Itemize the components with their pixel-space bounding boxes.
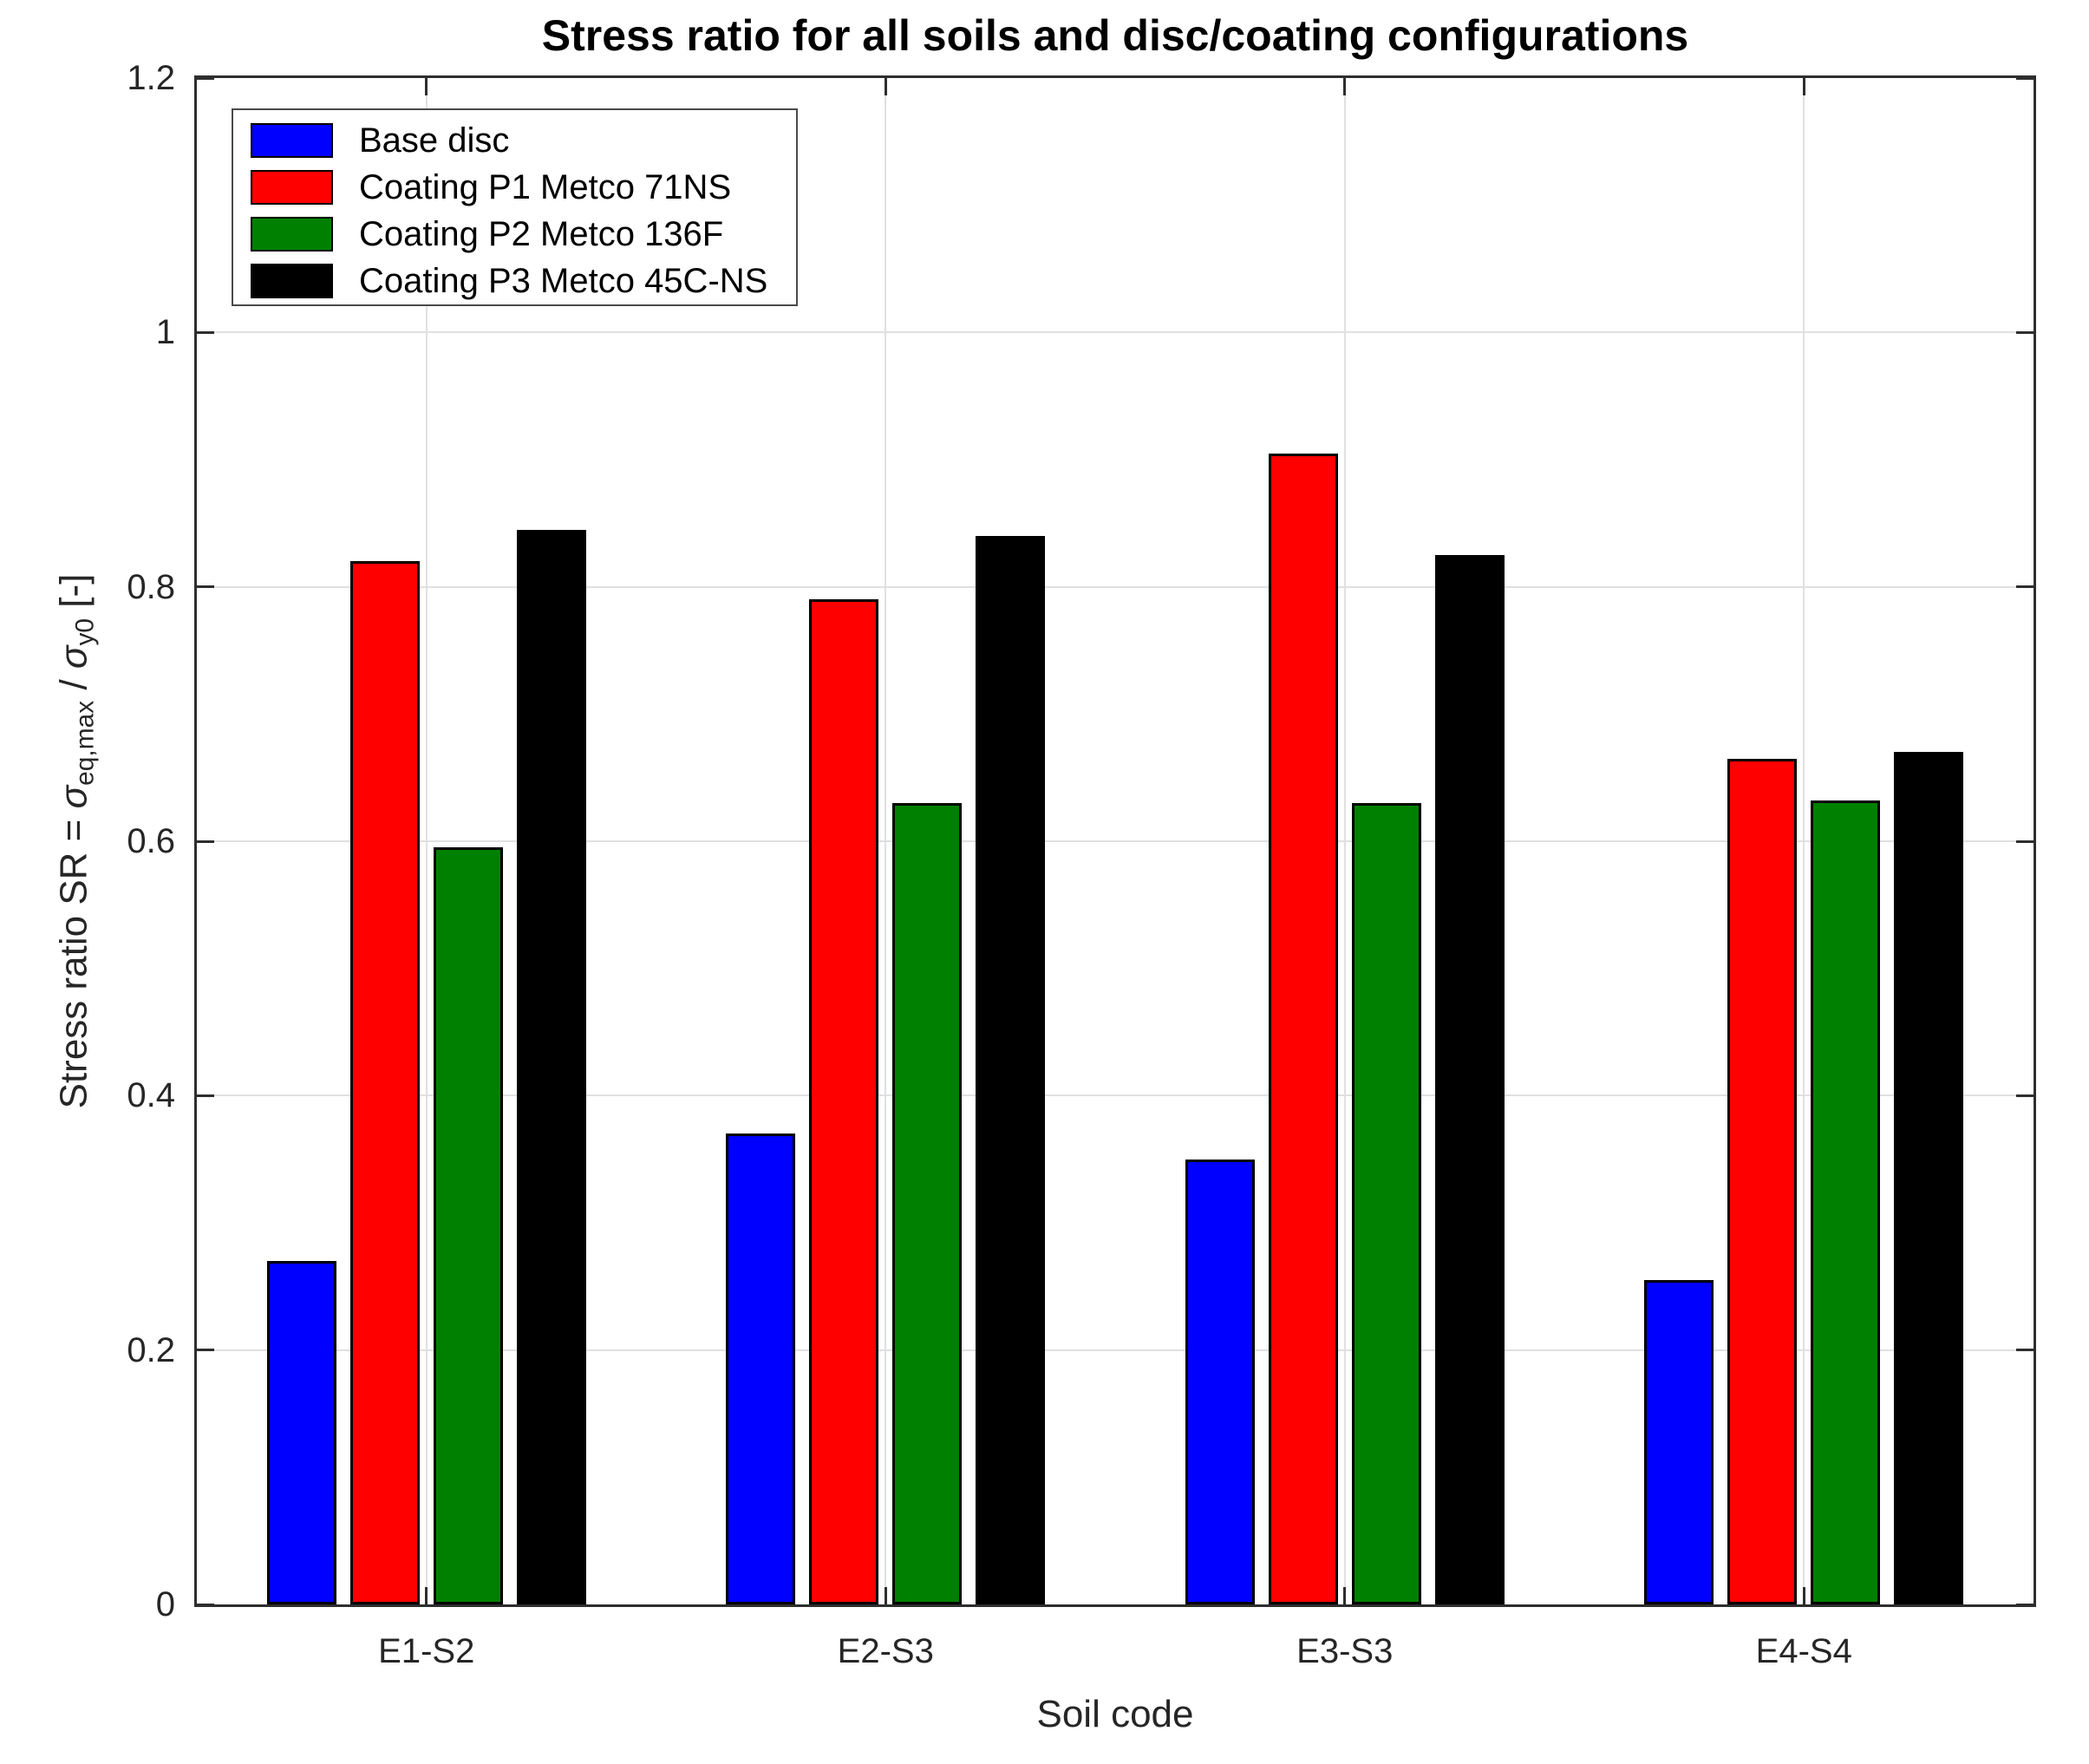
y-axis-tick (197, 76, 214, 80)
legend-items: Base disc Coating P1 Metco 71NS Coating P2… (233, 117, 796, 304)
y-axis-tick (2016, 585, 2034, 589)
chart-title: Stress ratio for all soils and disc/coat… (541, 11, 1689, 60)
y-gridline (197, 331, 2034, 334)
y-axis-label-sub-y0: y0 (70, 617, 100, 646)
legend-item-label: Coating P3 Metco 45C-NS (359, 261, 768, 300)
x-axis-tick (1343, 78, 1347, 95)
bar (976, 536, 1046, 1604)
legend-item: Coating P2 Metco 136F (233, 211, 796, 258)
bar (1185, 1159, 1255, 1604)
y-gridline (197, 585, 2034, 588)
x-gridline (1343, 78, 1346, 1604)
bar (1894, 752, 1964, 1604)
x-gridline (1803, 78, 1805, 1604)
bar (726, 1134, 796, 1604)
y-axis-tick (2016, 1603, 2034, 1606)
sigma-symbol: σ (52, 785, 95, 809)
legend-swatch (251, 170, 333, 205)
bar (1811, 800, 1881, 1604)
legend-item-label: Base disc (359, 121, 510, 160)
y-axis-label-sub-eqmax: eq,max (70, 700, 100, 786)
x-axis-tick (884, 78, 887, 95)
x-axis-tick (1802, 1587, 1805, 1604)
y-tick-label: 0.8 (127, 567, 175, 606)
legend-swatch (251, 123, 333, 158)
bar (1727, 758, 1798, 1604)
x-gridline (425, 78, 428, 1604)
x-axis-label: Soil code (1036, 1693, 1194, 1735)
y-tick-label: 0.2 (127, 1330, 175, 1369)
y-tick-label: 1 (155, 313, 175, 352)
y-axis-tick (2016, 330, 2034, 334)
y-axis-tick (197, 840, 214, 843)
x-axis-tick (884, 1587, 887, 1604)
plot-area (194, 75, 2036, 1607)
y-axis-tick (2016, 1349, 2034, 1352)
legend: Base disc Coating P1 Metco 71NS Coating P2… (232, 108, 798, 306)
x-tick-label: E3-S3 (1296, 1632, 1394, 1670)
y-gridline (197, 1349, 2034, 1351)
y-axis-tick (197, 330, 214, 334)
legend-swatch (251, 217, 333, 252)
y-axis-tick (2016, 1094, 2034, 1097)
legend-item-label: Coating P1 Metco 71NS (359, 167, 732, 206)
x-axis-tick (425, 1587, 428, 1604)
bar (892, 803, 963, 1604)
y-axis-tick (2016, 76, 2034, 80)
bar (1268, 453, 1338, 1604)
bar (516, 529, 586, 1604)
y-axis-label-divider: / (52, 669, 95, 701)
y-axis-tick (197, 585, 214, 589)
y-tick-label: 1.2 (127, 59, 175, 97)
legend-item: Base disc (233, 117, 796, 164)
y-gridline (197, 840, 2034, 842)
x-axis-tick (1802, 78, 1805, 95)
legend-item: Coating P1 Metco 71NS (233, 164, 796, 211)
y-tick-label: 0.4 (127, 1076, 175, 1115)
bar (1434, 555, 1505, 1604)
sigma-symbol: σ (52, 645, 95, 670)
y-axis-tick (2016, 840, 2034, 843)
legend-item-label: Coating P2 Metco 136F (359, 214, 724, 253)
x-gridline (885, 78, 887, 1604)
legend-item: Coating P3 Metco 45C-NS (233, 258, 796, 304)
legend-swatch (251, 264, 333, 298)
x-axis-tick (425, 78, 428, 95)
y-axis-tick (197, 1603, 214, 1606)
bar (349, 561, 420, 1604)
y-gridline (197, 1094, 2034, 1097)
y-axis-tick (197, 1094, 214, 1097)
y-axis-tick (197, 1349, 214, 1352)
x-tick-label: E4-S4 (1755, 1632, 1852, 1670)
bar (1351, 803, 1421, 1604)
x-tick-label: E1-S2 (378, 1632, 475, 1670)
bar (809, 599, 879, 1604)
bar (266, 1261, 336, 1604)
y-tick-label: 0.6 (127, 822, 175, 860)
x-tick-label: E2-S3 (837, 1632, 934, 1670)
y-tick-label: 0 (155, 1585, 175, 1624)
x-axis-tick (1343, 1587, 1347, 1604)
bar (433, 847, 503, 1604)
bar (1644, 1280, 1714, 1604)
